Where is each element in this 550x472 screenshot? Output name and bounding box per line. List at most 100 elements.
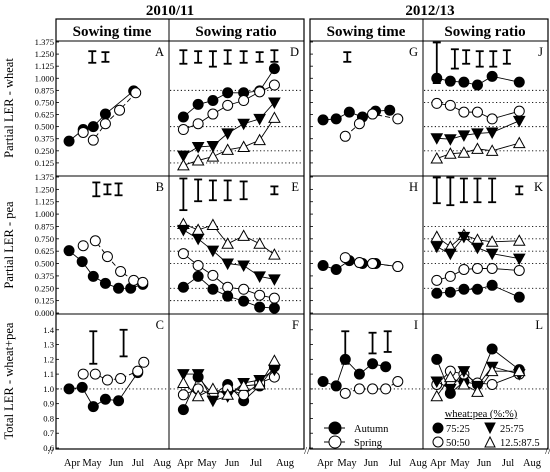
- legend-12-87-marker: [484, 435, 496, 448]
- data-point: [99, 108, 111, 120]
- panel-label: C: [156, 318, 164, 332]
- panel-label: J: [538, 45, 543, 59]
- data-point: [380, 383, 392, 395]
- data-point: [89, 235, 101, 247]
- data-point: [443, 370, 457, 383]
- panel-D: D: [170, 45, 303, 171]
- data-point: [353, 118, 365, 130]
- data-point: [87, 270, 99, 282]
- data-point: [237, 379, 250, 391]
- data-point: [177, 376, 190, 388]
- data-point: [76, 256, 88, 268]
- panel-J: J: [424, 41, 547, 164]
- data-point: [63, 383, 75, 395]
- data-point: [191, 141, 205, 154]
- data-point: [77, 126, 89, 138]
- data-point: [485, 127, 499, 139]
- panel-F: F: [170, 318, 303, 416]
- data-point: [89, 368, 101, 380]
- data-point: [443, 248, 457, 261]
- data-point: [128, 274, 140, 286]
- data-point: [177, 150, 190, 163]
- data-point: [177, 281, 189, 293]
- data-point: [87, 121, 99, 133]
- x-tick-label: Aug: [276, 458, 295, 469]
- y-tick-label: 0.8: [43, 413, 54, 423]
- y-tick-label: 1.375: [35, 37, 54, 47]
- y-tick-label: 0.375: [35, 134, 54, 144]
- data-point: [254, 289, 266, 301]
- panel-label: L: [535, 318, 543, 332]
- data-point: [207, 269, 219, 281]
- data-point: [458, 283, 470, 295]
- data-point: [486, 262, 498, 274]
- y-tick-label: 1.0: [43, 384, 54, 394]
- data-point: [101, 251, 113, 263]
- data-point: [339, 252, 351, 264]
- data-point: [222, 87, 234, 99]
- y-tick-label: 1.250: [35, 184, 54, 194]
- data-point: [444, 99, 456, 111]
- data-point: [177, 404, 189, 416]
- data-point: [99, 118, 111, 130]
- data-point: [431, 353, 443, 365]
- data-point: [87, 401, 99, 413]
- data-point: [222, 290, 234, 302]
- y-tick-label: 1.000: [35, 209, 54, 219]
- x-tick-label: Jul: [389, 458, 401, 469]
- x-tick-label: Aug: [409, 458, 428, 469]
- data-point: [237, 229, 250, 241]
- data-point: [238, 95, 250, 107]
- panel-label: K: [534, 180, 543, 194]
- legend-spring-label: Spring: [354, 438, 383, 449]
- chart-panels: A B C D E F G H I J K L: [57, 41, 547, 416]
- panel-H: H: [317, 180, 418, 275]
- data-point: [330, 113, 342, 125]
- y-tick-label: 0.750: [35, 97, 54, 107]
- x-tick-label: Jul: [132, 458, 144, 469]
- data-point: [339, 130, 351, 142]
- panel-label: G: [409, 45, 418, 59]
- data-point: [486, 279, 498, 291]
- y-tick-label: 0.750: [35, 234, 54, 244]
- data-point: [343, 106, 355, 118]
- y-tick-label: 0.9: [43, 399, 54, 409]
- panel-label: A: [155, 45, 164, 59]
- x-tick-label: May: [337, 458, 357, 469]
- data-point: [206, 382, 220, 394]
- legend-12-87-label: 12.5:87.5: [500, 438, 540, 449]
- data-point: [430, 241, 444, 254]
- data-point: [237, 118, 250, 131]
- data-point: [471, 242, 484, 255]
- panel-B: B: [63, 180, 164, 294]
- x-tick-label: Apr: [317, 458, 334, 469]
- x-tick-label: Jun: [364, 458, 379, 469]
- data-point: [76, 381, 88, 393]
- data-point: [138, 356, 150, 368]
- data-point: [457, 130, 471, 142]
- x-tick-label: Jun: [225, 458, 240, 469]
- legend-25-75-label: 25:75: [500, 424, 524, 435]
- panel-label: D: [290, 45, 299, 59]
- data-point: [486, 378, 498, 390]
- data-point: [431, 287, 443, 299]
- data-point: [177, 124, 189, 136]
- data-point: [471, 385, 484, 397]
- data-point: [268, 79, 280, 91]
- legend-ratio: wheat:pea (%:%) 75:25 25:75 50:50 12.5:8…: [432, 409, 540, 449]
- data-point: [431, 72, 443, 84]
- legend-spring-marker: [328, 435, 342, 449]
- data-point: [485, 235, 499, 247]
- y-tick-label: 0.875: [35, 85, 54, 95]
- panel-label: I: [414, 318, 418, 332]
- data-point: [457, 366, 471, 378]
- data-point: [177, 158, 190, 171]
- data-point: [192, 118, 204, 130]
- data-point: [114, 104, 126, 116]
- data-point: [130, 87, 142, 99]
- y-tick-label: 0.125: [35, 158, 54, 168]
- data-point: [485, 248, 499, 261]
- legend-75-25-label: 75:25: [446, 424, 470, 435]
- y-tick-label: 0.500: [35, 259, 54, 269]
- data-point: [444, 270, 456, 282]
